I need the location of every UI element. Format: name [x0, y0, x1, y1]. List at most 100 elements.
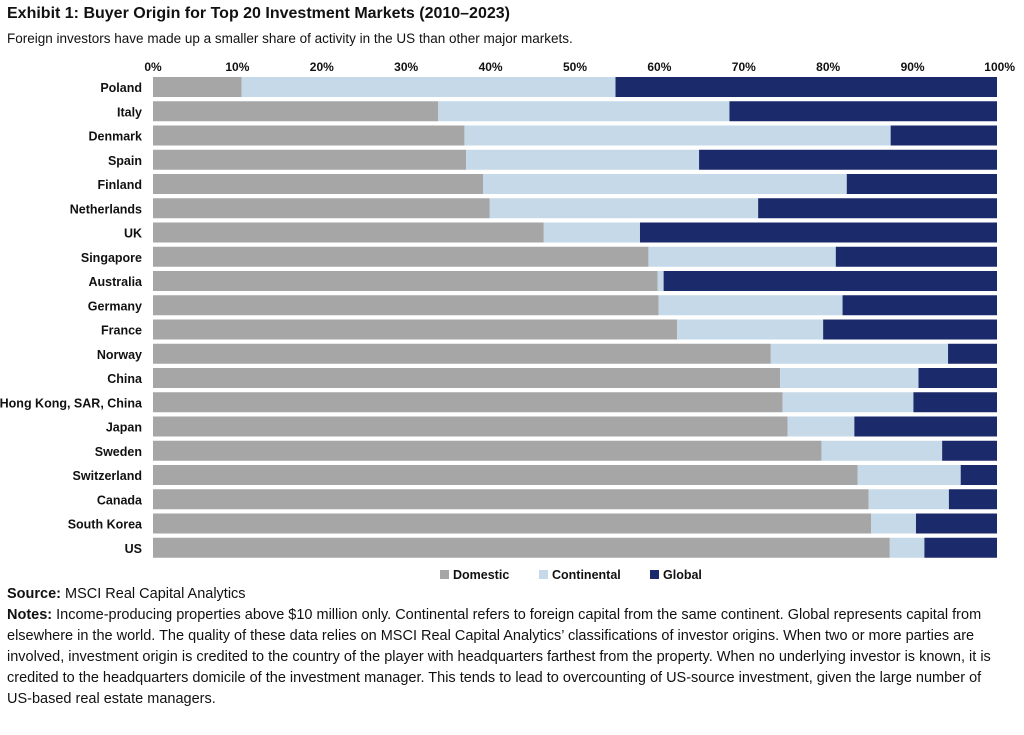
chart-title: Exhibit 1: Buyer Origin for Top 20 Inves… [7, 5, 510, 22]
bar-segment-domestic [153, 246, 649, 267]
x-tick-label: 60% [647, 60, 671, 74]
bar-segment-continental [438, 101, 730, 122]
legend-swatch-domestic [440, 570, 449, 579]
category-label: Hong Kong, SAR, China [0, 396, 143, 410]
bars [153, 77, 997, 558]
bar-segment-continental [871, 513, 916, 534]
bar-segment-continental [857, 465, 961, 485]
bar-segment-continental [543, 222, 640, 243]
bar-segment-global [842, 295, 997, 316]
bar-segment-domestic [153, 368, 781, 388]
source-line: Source: MSCI Real Capital Analytics [7, 584, 1007, 605]
bar-segment-domestic [153, 392, 783, 413]
x-tick-label: 40% [479, 60, 503, 74]
x-axis-ticks: 0% 10% 20% 30% 40% 50% 60% 70% 80% 90% 100% [144, 60, 1015, 74]
bar-segment-global [758, 198, 997, 219]
bar-segment-global [915, 513, 997, 534]
bar-segment-domestic [153, 125, 465, 146]
category-label: UK [124, 227, 142, 241]
x-tick-label: 100% [984, 60, 1015, 74]
bar-segment-global [823, 319, 997, 340]
x-tick-label: 30% [394, 60, 418, 74]
bar-segment-continental [889, 537, 925, 558]
bar-segment-domestic [153, 222, 544, 243]
chart-subtitle: Foreign investors have made up a smaller… [7, 31, 573, 46]
bar-segment-global [918, 368, 997, 388]
x-tick-label: 10% [225, 60, 249, 74]
category-label: Spain [108, 154, 142, 168]
bar-segment-global [913, 392, 997, 413]
legend-swatch-continental [539, 570, 548, 579]
bar-segment-domestic [153, 101, 439, 122]
category-label: Japan [106, 421, 142, 435]
bar-segment-global [942, 440, 997, 461]
category-label: Netherlands [70, 202, 142, 216]
bar-segment-global [615, 77, 997, 97]
bar-segment-domestic [153, 489, 869, 510]
notes-text: Income-producing properties above $10 mi… [7, 607, 991, 707]
stacked-bar-chart: 0% 10% 20% 30% 40% 50% 60% 70% 80% 90% 100% Poland… [0, 60, 1015, 582]
bar-segment-domestic [153, 77, 242, 97]
bar-segment-continental [787, 416, 855, 437]
bar-segment-domestic [153, 343, 771, 364]
bar-segment-global [854, 416, 997, 437]
source-text: MSCI Real Capital Analytics [61, 586, 246, 602]
legend-swatch-global [650, 570, 659, 579]
x-tick-label: 70% [732, 60, 756, 74]
x-tick-label: 90% [901, 60, 925, 74]
footer: Source: MSCI Real Capital Analytics Note… [7, 584, 1007, 710]
category-label: Switzerland [73, 469, 142, 483]
bar-segment-global [948, 489, 997, 510]
bar-segment-continental [483, 174, 847, 194]
category-label: Australia [89, 275, 144, 289]
bar-segment-continental [782, 392, 914, 413]
bar-segment-continental [868, 489, 949, 510]
bar-segment-continental [677, 319, 824, 340]
legend-label-domestic: Domestic [453, 568, 509, 582]
bar-segment-continental [780, 368, 919, 388]
bar-segment-domestic [153, 416, 788, 437]
bar-segment-domestic [153, 319, 678, 340]
category-label: Italy [117, 105, 142, 119]
bar-segment-global [948, 343, 997, 364]
category-label: Canada [97, 493, 143, 507]
legend: Domestic Continental Global [440, 568, 702, 582]
x-tick-label: 50% [563, 60, 587, 74]
bar-segment-domestic [153, 295, 659, 316]
bar-segment-domestic [153, 149, 467, 170]
category-label: France [101, 324, 142, 338]
bar-segment-global [699, 149, 997, 170]
bar-segment-global [729, 101, 997, 122]
notes-label: Notes: [7, 607, 53, 623]
bar-segment-global [890, 125, 997, 146]
bar-segment-continental [821, 440, 943, 461]
category-label: Finland [98, 178, 142, 192]
bar-segment-global [663, 271, 997, 291]
category-label: Singapore [81, 251, 142, 265]
bar-segment-continental [489, 198, 759, 219]
category-label: China [107, 372, 143, 386]
bar-segment-domestic [153, 198, 490, 219]
bar-segment-domestic [153, 465, 858, 485]
category-label: Poland [100, 81, 142, 95]
bar-segment-domestic [153, 271, 658, 291]
bar-segment-continental [241, 77, 616, 97]
legend-label-continental: Continental [552, 568, 621, 582]
bar-segment-continental [770, 343, 949, 364]
category-label: South Korea [68, 518, 143, 532]
category-label: Germany [88, 299, 142, 313]
source-label: Source: [7, 586, 61, 602]
bar-segment-continental [658, 295, 843, 316]
bar-segment-domestic [153, 537, 890, 558]
x-tick-label: 20% [310, 60, 334, 74]
notes-paragraph: Notes: Income-producing properties above… [7, 605, 1007, 710]
category-label: US [125, 542, 142, 556]
category-label: Sweden [95, 445, 142, 459]
bar-segment-global [639, 222, 997, 243]
bar-segment-continental [648, 246, 836, 267]
bar-segment-global [835, 246, 997, 267]
x-tick-label: 80% [816, 60, 840, 74]
category-labels: Poland Italy Denmark Spain Finland Netherland… [0, 81, 143, 556]
bar-segment-continental [464, 125, 891, 146]
legend-label-global: Global [663, 568, 702, 582]
